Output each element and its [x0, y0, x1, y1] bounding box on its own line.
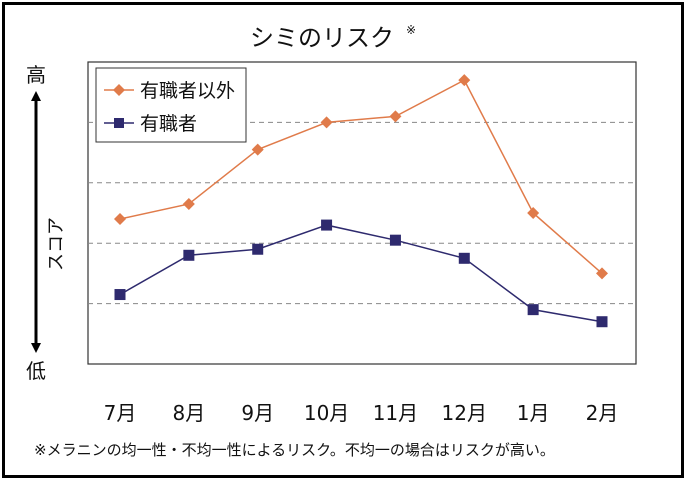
data-point-series-1	[251, 143, 264, 156]
x-tick-label: 2月	[586, 401, 619, 425]
data-point-series-2	[389, 234, 401, 246]
legend-label-series-1: 有職者以外	[140, 80, 235, 102]
footnote: ※メラニンの均一性・不均一性によるリスク。不均一の場合はリスクが高い。	[34, 441, 555, 459]
x-tick-label: 7月	[104, 401, 137, 425]
series-line-1	[119, 79, 603, 274]
data-point-series-2	[527, 304, 539, 316]
legend: 有職者以外 有職者	[95, 67, 247, 143]
data-point-series-2	[458, 252, 470, 264]
legend-marker-series-2	[114, 118, 124, 128]
data-point-series-2	[114, 289, 126, 301]
legend-box	[95, 67, 247, 143]
legend-marker-series-1	[113, 84, 125, 96]
data-point-series-1	[182, 197, 195, 210]
x-tick-label: 11月	[373, 401, 418, 425]
legend-label-series-2: 有職者	[140, 113, 197, 135]
x-tick-labels: 7月 8月 9月 10月 11月 12月 1月 2月	[104, 401, 619, 425]
chart-title-mark: ※	[406, 23, 416, 37]
x-tick-label: 10月	[304, 401, 349, 425]
data-point-series-1	[596, 267, 608, 280]
series-line-2	[119, 224, 603, 323]
series-layer	[114, 74, 608, 328]
data-point-series-2	[596, 316, 608, 328]
data-point-series-2	[183, 249, 195, 261]
data-point-series-1	[389, 110, 402, 123]
data-point-series-1	[527, 207, 540, 219]
y-axis-label: スコア	[46, 217, 67, 271]
data-point-series-2	[252, 243, 264, 255]
y-high-label: 高	[26, 63, 46, 87]
x-tick-label: 1月	[517, 401, 550, 425]
data-point-series-1	[458, 74, 471, 87]
y-low-label: 低	[26, 359, 46, 383]
data-point-series-1	[114, 213, 126, 226]
x-tick-label: 9月	[241, 401, 274, 425]
data-point-series-2	[321, 219, 333, 231]
x-tick-label: 12月	[442, 401, 487, 425]
x-tick-label: 8月	[172, 401, 205, 425]
chart-title: シミのリスク	[250, 24, 394, 52]
data-point-series-1	[320, 116, 333, 129]
